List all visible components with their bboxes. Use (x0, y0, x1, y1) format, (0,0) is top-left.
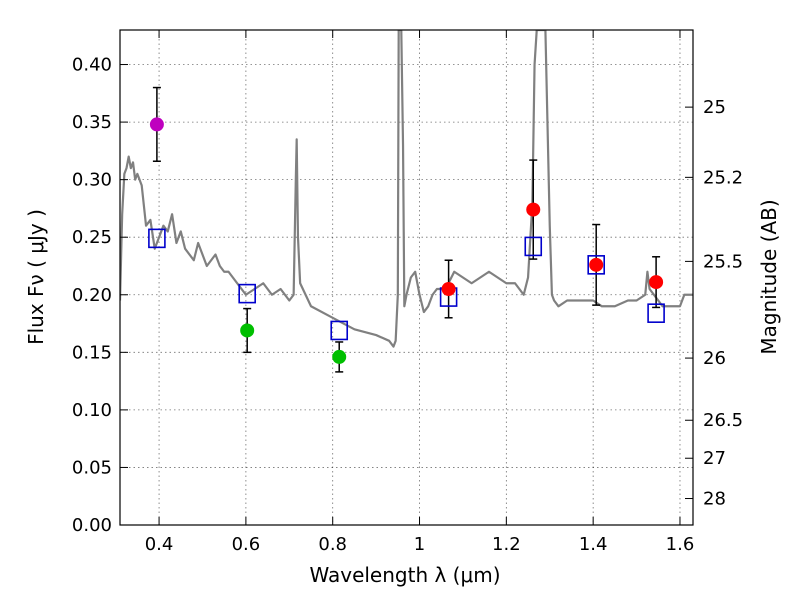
observed-point (240, 323, 255, 338)
markers (148, 86, 665, 373)
observed-point (332, 349, 347, 364)
y-tick-label: 0.15 (72, 342, 112, 363)
model-point (238, 283, 256, 304)
observed-point (526, 202, 541, 217)
y-right-tick-label: 25 (703, 97, 726, 118)
model-point (148, 228, 166, 249)
y-tick-label: 0.00 (72, 515, 112, 536)
x-tick-label: 1.4 (579, 534, 608, 555)
y-tick-label: 0.40 (72, 55, 112, 76)
observed-point (149, 117, 164, 132)
x-tick-label: 1 (414, 534, 425, 555)
y-tick-label: 0.05 (72, 457, 112, 478)
observed-point (649, 275, 664, 290)
axes: 0.4 0.6 0.8 1 1.2 1.4 1.6 0.00 0.05 0.10 0.15 0.20 0… (72, 29, 743, 555)
model-point (647, 303, 665, 323)
y-right-tick-label: 26.5 (703, 410, 743, 431)
y-tick-label: 0.25 (72, 227, 112, 248)
model-point (587, 255, 605, 275)
y-right-tick-label: 25.5 (703, 251, 743, 272)
x-axis-label: Wavelength λ (μm) (309, 563, 500, 587)
y-right-tick-label: 28 (703, 489, 726, 510)
y-right-tick-label: 25.2 (703, 167, 743, 188)
model-point (524, 236, 543, 257)
observed-point (441, 282, 456, 297)
y-tick-label: 0.10 (72, 400, 112, 421)
x-tick-label: 0.6 (232, 534, 261, 555)
y-tick-label: 0.20 (72, 285, 112, 306)
spectrum-line (120, 30, 693, 348)
y-right-tick-label: 27 (703, 448, 726, 469)
plot-area (120, 30, 693, 348)
x-tick-label: 0.8 (318, 534, 347, 555)
plot-frame (119, 29, 694, 526)
model-point (330, 320, 349, 341)
y-right-tick-label: 26 (703, 348, 726, 369)
y-axis-label: Flux Fν ( μJy ) (24, 209, 48, 345)
y-axis-right-label: Magnitude (AB) (757, 199, 781, 354)
x-tick-label: 1.6 (666, 534, 695, 555)
y-tick-label: 0.35 (72, 112, 112, 133)
observed-point (589, 257, 604, 272)
x-tick-label: 0.4 (145, 534, 174, 555)
y-tick-label: 0.30 (72, 170, 112, 191)
grid (120, 30, 693, 526)
x-tick-label: 1.2 (492, 534, 521, 555)
